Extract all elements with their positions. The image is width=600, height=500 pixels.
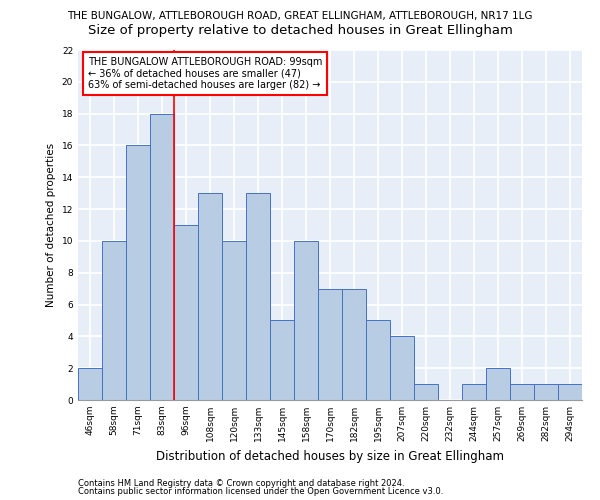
- Text: Contains HM Land Registry data © Crown copyright and database right 2024.: Contains HM Land Registry data © Crown c…: [78, 478, 404, 488]
- Bar: [534, 384, 558, 400]
- Bar: [318, 288, 342, 400]
- Text: Size of property relative to detached houses in Great Ellingham: Size of property relative to detached ho…: [88, 24, 512, 37]
- Bar: [366, 320, 390, 400]
- Bar: [222, 241, 246, 400]
- Text: Contains public sector information licensed under the Open Government Licence v3: Contains public sector information licen…: [78, 487, 443, 496]
- Bar: [390, 336, 414, 400]
- Bar: [126, 146, 150, 400]
- Bar: [414, 384, 438, 400]
- Bar: [294, 241, 318, 400]
- Bar: [486, 368, 510, 400]
- Bar: [78, 368, 102, 400]
- Bar: [150, 114, 174, 400]
- Bar: [174, 225, 198, 400]
- Bar: [558, 384, 582, 400]
- X-axis label: Distribution of detached houses by size in Great Ellingham: Distribution of detached houses by size …: [156, 450, 504, 462]
- Bar: [270, 320, 294, 400]
- Bar: [510, 384, 534, 400]
- Text: THE BUNGALOW, ATTLEBOROUGH ROAD, GREAT ELLINGHAM, ATTLEBOROUGH, NR17 1LG: THE BUNGALOW, ATTLEBOROUGH ROAD, GREAT E…: [67, 12, 533, 22]
- Bar: [462, 384, 486, 400]
- Bar: [198, 193, 222, 400]
- Y-axis label: Number of detached properties: Number of detached properties: [46, 143, 56, 307]
- Bar: [102, 241, 126, 400]
- Text: THE BUNGALOW ATTLEBOROUGH ROAD: 99sqm
← 36% of detached houses are smaller (47)
: THE BUNGALOW ATTLEBOROUGH ROAD: 99sqm ← …: [88, 57, 322, 90]
- Bar: [246, 193, 270, 400]
- Bar: [342, 288, 366, 400]
